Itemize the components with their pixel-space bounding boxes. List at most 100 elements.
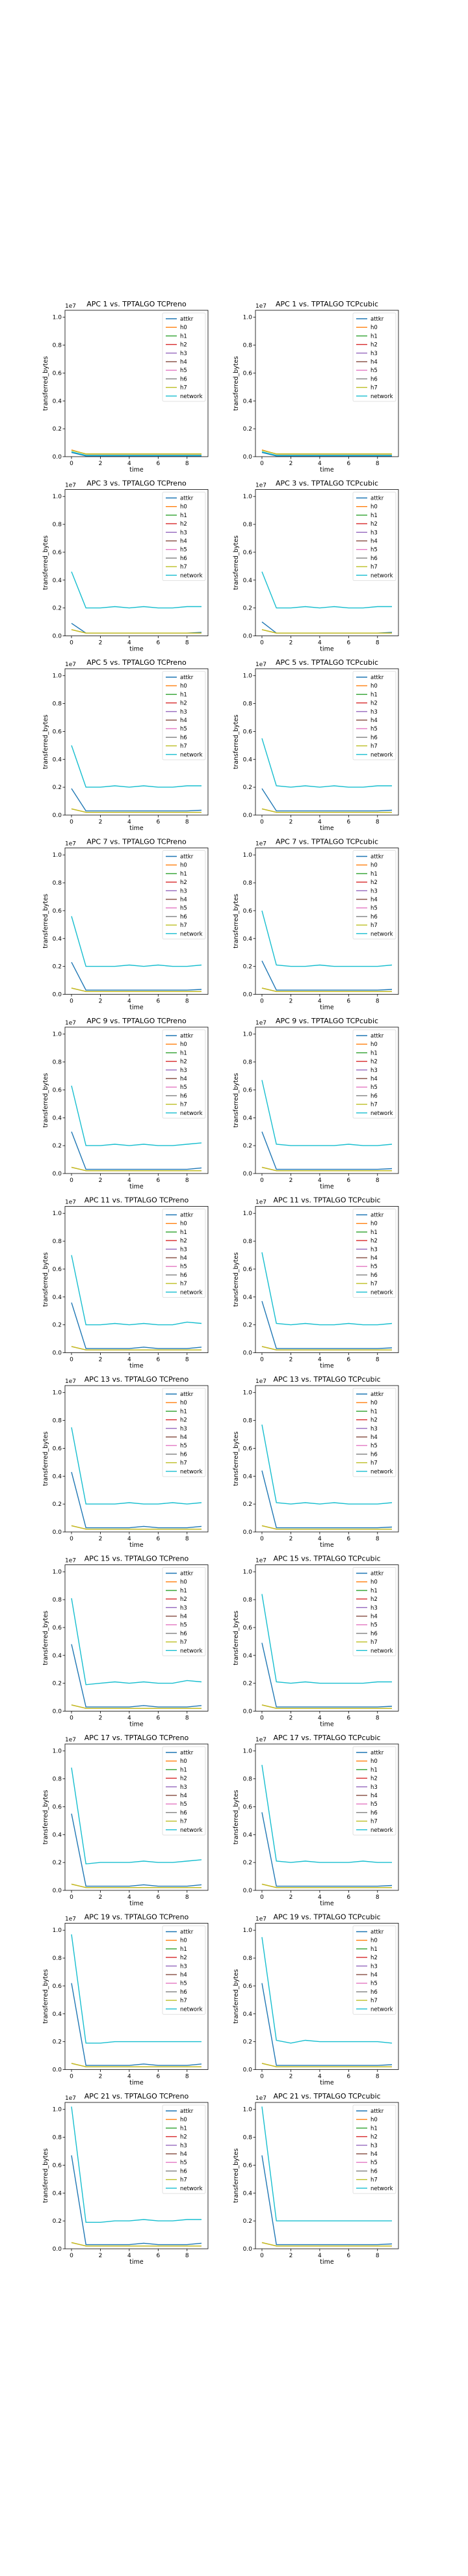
legend-entry-h4: h4 [370, 1972, 378, 1979]
y-tick-label: 0.2 [53, 1860, 62, 1866]
y-tick-label: 0.0 [53, 1350, 62, 1357]
legend-entry-h3: h3 [180, 351, 187, 357]
y-tick-label: 0.2 [243, 2218, 252, 2225]
x-tick-label: 2 [289, 819, 293, 825]
y-tick-label: 0.8 [243, 1239, 253, 1245]
offset-label: 1e7 [255, 1558, 266, 1564]
x-tick-label: 2 [289, 1177, 293, 1184]
y-tick-label: 0.6 [243, 1983, 253, 1990]
legend-entry-h5: h5 [370, 906, 378, 912]
series-line-attkr [71, 788, 202, 812]
legend-entry-network: network [180, 1110, 203, 1117]
y-tick-label: 0.6 [243, 1267, 253, 1273]
y-tick-label: 0.0 [243, 1888, 253, 1894]
legend-entry-network: network [370, 1648, 393, 1654]
legend-entry-attkr: attkr [180, 1391, 194, 1398]
x-axis-label: time [320, 1721, 334, 1728]
y-tick-label: 1.0 [243, 1211, 253, 1217]
series-line-h7 [71, 1525, 202, 1530]
legend-entry-h4: h4 [180, 359, 187, 366]
legend-entry-h7: h7 [180, 385, 187, 392]
legend-entry-h0: h0 [180, 2117, 187, 2123]
x-tick-label: 4 [127, 1894, 131, 1901]
x-tick-label: 8 [376, 1177, 380, 1184]
legend-entry-h7: h7 [370, 564, 378, 570]
x-tick-label: 2 [99, 1894, 103, 1901]
legend-entry-h1: h1 [180, 1408, 187, 1415]
x-tick-label: 0 [260, 1177, 264, 1184]
y-tick-label: 0.6 [243, 908, 253, 915]
legend-entry-h2: h2 [370, 701, 378, 707]
legend-entry-h7: h7 [370, 1102, 378, 1108]
series-line-attkr [261, 1131, 393, 1170]
legend-entry-h5: h5 [370, 1801, 378, 1808]
legend-entry-h2: h2 [180, 342, 187, 349]
x-tick-label: 6 [156, 1894, 160, 1901]
y-tick-label: 1.0 [53, 1927, 62, 1934]
legend-entry-network: network [370, 931, 393, 937]
subplot-title: APC 7 vs. TPTALGO TCPreno [86, 838, 187, 846]
x-tick-label: 0 [260, 1715, 264, 1722]
legend-entry-network: network [180, 931, 203, 937]
legend-entry-h3: h3 [180, 530, 187, 536]
legend-entry-h1: h1 [370, 1229, 378, 1236]
subplot-5: APC 5 vs. TPTALGO TCPreno 1e7 0 2 4 6 8 0.0 0.2 0… [42, 658, 209, 832]
x-tick-label: 2 [99, 1536, 103, 1542]
x-axis-label: time [320, 1900, 334, 1907]
subplot-title: APC 11 vs. TPTALGO TCPcubic [273, 1196, 380, 1205]
x-axis-label: time [320, 466, 334, 474]
legend-entry-h7: h7 [180, 2177, 187, 2184]
legend-entry-h6: h6 [370, 1989, 378, 1996]
legend-entry-h0: h0 [180, 1758, 187, 1765]
legend-entry-h6: h6 [180, 734, 187, 741]
subplot-18: APC 17 vs. TPTALGO TCPcubic 1e7 0 2 4 6 8 0.0 0.… [233, 1734, 399, 1907]
legend-entry-h3: h3 [180, 1784, 187, 1791]
series-line-attkr [71, 451, 202, 457]
y-tick-label: 0.2 [53, 1143, 62, 1149]
y-tick-label: 0.2 [243, 1322, 252, 1329]
axes-frame [255, 489, 399, 636]
series-line-attkr [71, 1471, 202, 1529]
y-tick-label: 0.4 [53, 1653, 62, 1659]
offset-label: 1e7 [65, 1558, 76, 1564]
legend-entry-network: network [370, 1110, 393, 1117]
x-tick-label: 8 [185, 819, 189, 825]
y-tick-label: 0.4 [243, 2011, 253, 2018]
legend-entry-h6: h6 [370, 914, 378, 920]
series-line-network [71, 2106, 202, 2223]
offset-label: 1e7 [65, 1020, 76, 1026]
legend-entry-network: network [370, 752, 393, 758]
x-axis-label: time [320, 825, 334, 832]
x-tick-label: 6 [156, 1536, 160, 1542]
x-tick-label: 0 [260, 1357, 264, 1363]
x-tick-label: 0 [70, 640, 73, 647]
legend-entry-h2: h2 [180, 2134, 187, 2141]
legend-entry-h0: h0 [370, 683, 378, 690]
axes-frame [255, 668, 399, 816]
legend-entry-h5: h5 [370, 726, 378, 732]
legend-entry-h3: h3 [370, 1605, 378, 1611]
series-line-h7 [71, 2063, 202, 2067]
y-tick-label: 0.2 [53, 1681, 62, 1687]
legend-entry-h4: h4 [370, 539, 378, 545]
x-tick-label: 2 [99, 640, 103, 647]
series-line-attkr [261, 1983, 393, 2066]
subplot-4: APC 3 vs. TPTALGO TCPcubic 1e7 0 2 4 6 8 0.0 0.2… [233, 479, 399, 653]
y-tick-label: 0.8 [243, 1777, 253, 1783]
y-tick-label: 0.0 [53, 634, 62, 640]
x-tick-label: 4 [318, 2253, 322, 2259]
y-tick-label: 0.2 [53, 1501, 62, 1508]
legend-entry-h2: h2 [180, 1417, 187, 1424]
y-tick-label: 1.0 [243, 1749, 253, 1755]
axes-frame [64, 1385, 209, 1533]
legend-entry-h1: h1 [370, 1588, 378, 1594]
x-tick-label: 6 [156, 1177, 160, 1184]
y-tick-label: 0.8 [53, 701, 62, 708]
legend-entry-h2: h2 [370, 521, 378, 528]
subplot-2: APC 1 vs. TPTALGO TCPcubic 1e7 0 2 4 6 8 0.0 0.2… [233, 300, 399, 474]
legend-entry-h3: h3 [370, 1784, 378, 1791]
legend-entry-h3: h3 [180, 709, 187, 716]
